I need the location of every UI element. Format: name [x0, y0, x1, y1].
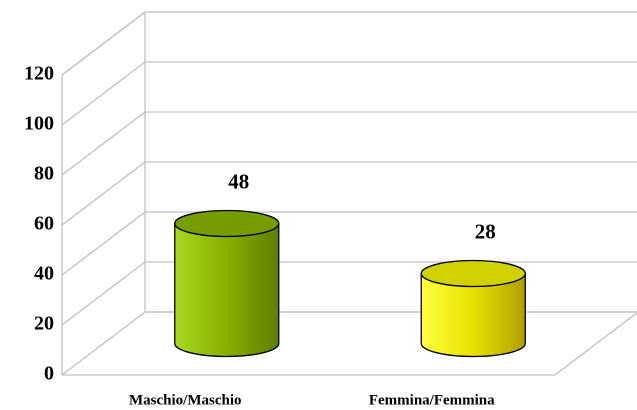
cylinder-top — [420, 259, 526, 288]
y-tick-label: 120 — [24, 63, 54, 85]
y-tick-label: 20 — [34, 313, 54, 335]
cylinder-body — [420, 272, 526, 358]
side-grid-line — [61, 161, 146, 226]
side-grid-line — [61, 61, 146, 126]
y-tick-label: 40 — [34, 263, 54, 285]
side-grid-line — [61, 211, 146, 276]
y-tick-label: 80 — [34, 163, 54, 185]
floor-right — [554, 311, 637, 376]
value-label: 48 — [228, 169, 249, 193]
y-tick-label: 0 — [44, 363, 54, 385]
side-grid-line — [61, 311, 146, 376]
x-tick-label: Maschio/Maschio — [129, 392, 242, 408]
y-tick-label: 100 — [24, 113, 54, 135]
value-label: 28 — [475, 219, 496, 243]
cylinder-body — [174, 222, 280, 358]
y-tick-label: 60 — [34, 213, 54, 235]
cylinder-top — [174, 209, 280, 238]
x-tick-label: Femmina/Femmina — [369, 392, 495, 408]
side-grid-line — [61, 111, 146, 176]
side-grid-line — [61, 11, 146, 76]
side-grid-line — [61, 261, 146, 326]
